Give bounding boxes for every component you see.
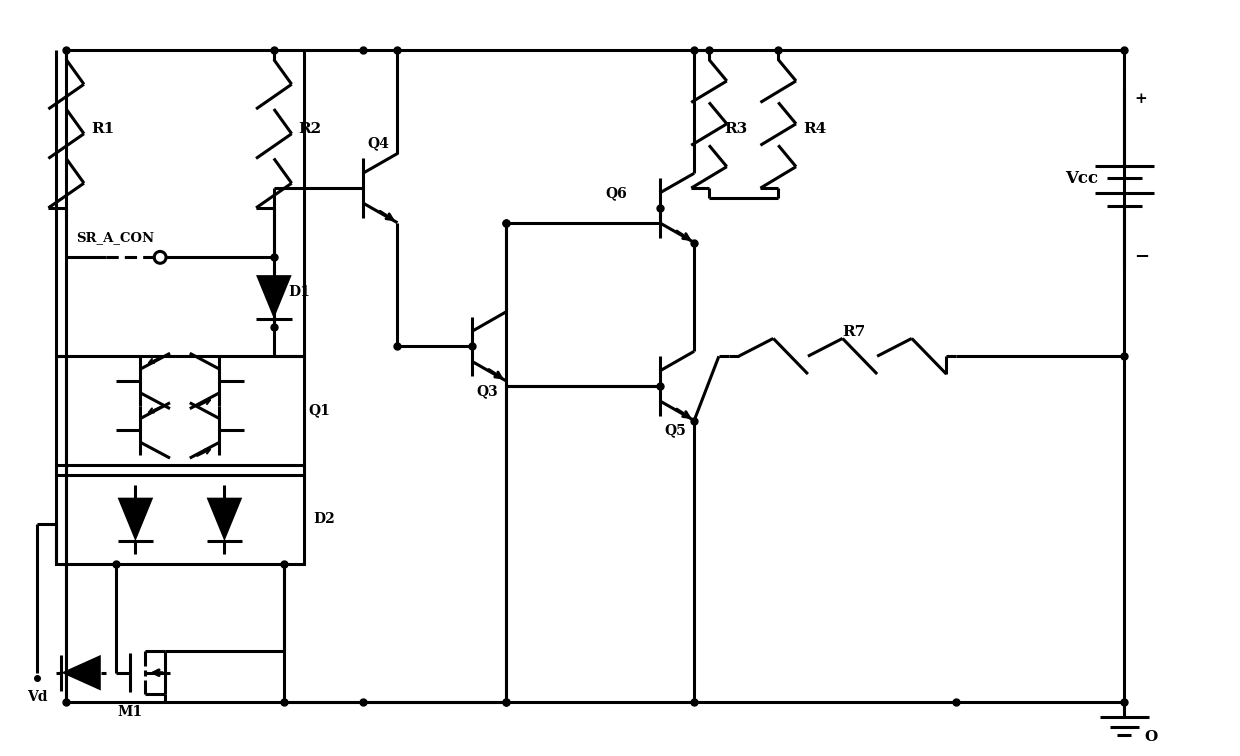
- Text: Q3: Q3: [476, 384, 498, 398]
- Text: D1: D1: [289, 285, 310, 299]
- Text: R1: R1: [91, 122, 114, 136]
- Polygon shape: [118, 497, 154, 541]
- Text: Q5: Q5: [665, 423, 686, 438]
- Text: D2: D2: [314, 513, 335, 526]
- Text: Q1: Q1: [309, 404, 330, 417]
- Polygon shape: [207, 497, 242, 541]
- Bar: [56, 356, 304, 465]
- Text: M1: M1: [118, 705, 143, 719]
- Text: R4: R4: [804, 122, 826, 136]
- Polygon shape: [61, 655, 100, 690]
- Text: −: −: [1135, 248, 1149, 266]
- Polygon shape: [255, 275, 291, 319]
- Text: Q4: Q4: [368, 137, 389, 150]
- Text: +: +: [1135, 92, 1147, 106]
- Text: Vd: Vd: [26, 690, 47, 705]
- Bar: [56, 475, 304, 564]
- Text: Vcc: Vcc: [1065, 170, 1099, 187]
- Text: SR_A_CON: SR_A_CON: [76, 231, 154, 244]
- Text: R7: R7: [842, 324, 866, 339]
- Text: Q6: Q6: [605, 186, 627, 200]
- Text: O: O: [1145, 730, 1157, 744]
- Text: R2: R2: [299, 122, 321, 136]
- Text: R3: R3: [724, 122, 746, 136]
